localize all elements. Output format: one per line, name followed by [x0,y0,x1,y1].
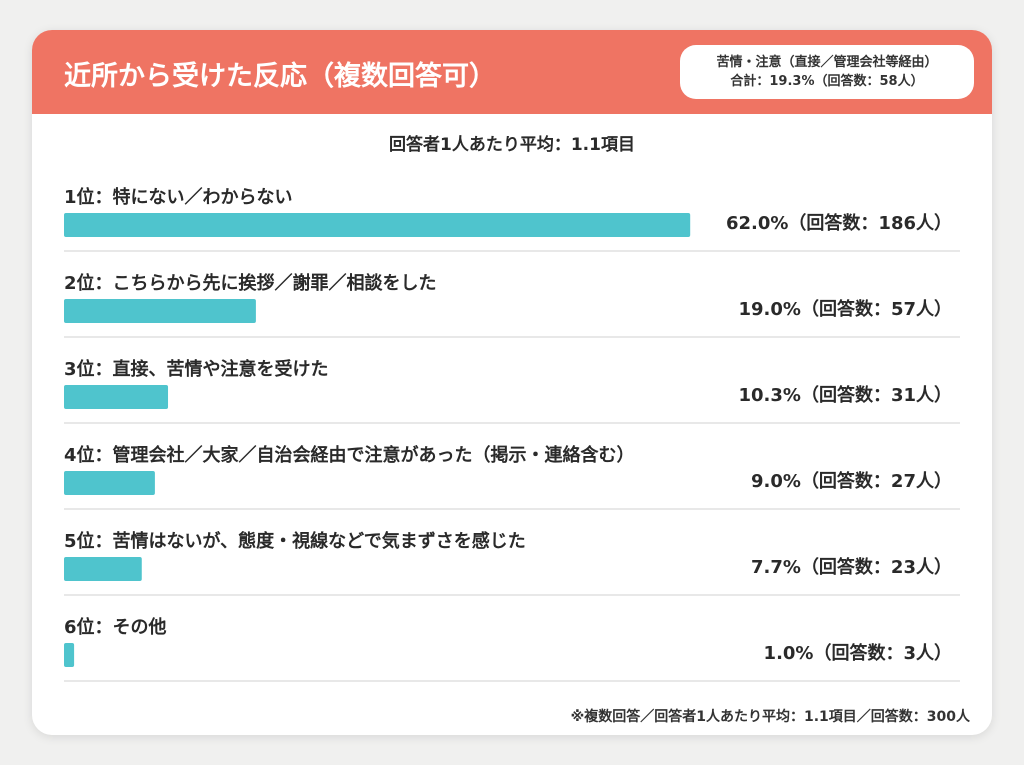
footnote: ※複数回答／回答者1人あたり平均：1.1項目／回答数：300人 [570,709,970,725]
bar [64,213,691,237]
summary-badge: 苦情・注意（直接／管理会社等経由） 合計：19.3%（回答数：58人） [680,45,974,99]
chart-title: 近所から受けた反応（複数回答可） [64,61,496,92]
badge-line-1: 苦情・注意（直接／管理会社等経由） [716,55,938,70]
bar-value-label: 19.0%（回答数：57人） [739,298,953,320]
bar [64,643,75,667]
bar-category-label: 6位：その他 [64,616,167,638]
bar-category-label: 2位：こちらから先に挨拶／謝罪／相談をした [64,272,437,294]
bar-category-label: 1位：特にない／わからない [64,186,293,208]
bar [64,471,155,495]
bar-value-label: 7.7%（回答数：23人） [751,556,952,578]
bar [64,385,169,409]
chart-card: 近所から受けた反応（複数回答可） 苦情・注意（直接／管理会社等経由） 合計：19… [32,30,992,735]
bar [64,557,142,581]
bar-value-label: 62.0%（回答数：186人） [726,212,952,234]
bar-category-label: 3位：直接、苦情や注意を受けた [64,358,329,380]
header-band: 近所から受けた反応（複数回答可） 苦情・注意（直接／管理会社等経由） 合計：19… [32,30,992,114]
bar-chart: 1位：特にない／わからない 62.0%（回答数：186人） 2位：こちらから先に挨拶… [64,186,960,682]
average-items-text: 回答者1人あたり平均：1.1項目 [389,135,635,155]
bar-category-label: 4位：管理会社／大家／自治会経由で注意があった（掲示・連絡含む） [64,444,635,466]
bar-category-label: 5位：苦情はないが、態度・視線などで気まずさを感じた [64,530,526,552]
badge-line-2: 合計：19.3%（回答数：58人） [730,74,924,89]
bar [64,299,256,323]
bar-value-label: 10.3%（回答数：31人） [739,384,953,406]
bar-value-label: 1.0%（回答数：3人） [764,642,952,664]
bar-value-label: 9.0%（回答数：27人） [751,470,952,492]
